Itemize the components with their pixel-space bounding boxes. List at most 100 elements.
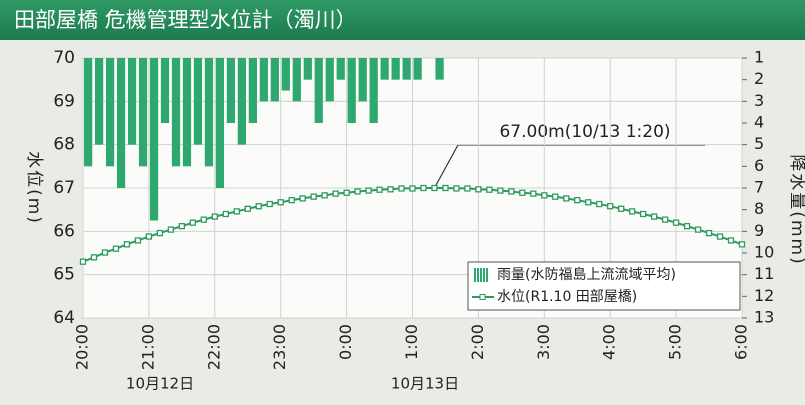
title-bar: 田部屋橋 危機管理型水位計（濁川）: [0, 0, 805, 40]
y2-tick-label: 9: [754, 221, 764, 240]
level-point: [123, 241, 131, 248]
level-point: [475, 186, 482, 193]
level-point: [585, 199, 592, 206]
level-point: [453, 185, 460, 192]
y2-tick-label: 1: [754, 48, 764, 67]
rain-bar: [116, 58, 126, 188]
level-point: [233, 208, 240, 215]
x-tick-label: 4:00: [600, 324, 619, 360]
level-point: [541, 192, 548, 199]
level-point: [442, 184, 449, 192]
level-point: [705, 229, 713, 237]
level-point: [398, 185, 405, 192]
level-point: [222, 210, 229, 218]
rain-bar: [413, 58, 422, 80]
x-tick-label: 22:00: [204, 324, 223, 370]
level-point: [716, 233, 724, 240]
rain-bar: [391, 58, 400, 80]
legend-label: 水位(R1.10 田部屋橋): [497, 289, 637, 305]
level-point: [299, 195, 306, 202]
level-point: [321, 192, 328, 199]
level-point: [167, 226, 175, 233]
x-tick-label: 0:00: [336, 324, 355, 360]
rain-bar: [84, 58, 93, 167]
level-point: [563, 195, 570, 202]
rain-bar: [182, 58, 192, 167]
rain-bar: [292, 58, 301, 102]
y2-tick-label: 11: [754, 264, 774, 283]
date-label: 10月12日: [126, 375, 194, 393]
level-point: [112, 245, 120, 252]
level-point: [387, 186, 394, 193]
level-point: [101, 249, 109, 256]
rain-bar: [270, 58, 279, 102]
level-point: [343, 189, 350, 196]
legend-swatch: [486, 268, 488, 282]
y-tick-label: 67: [53, 178, 75, 198]
level-point: [255, 203, 262, 210]
x-tick-label: 1:00: [402, 324, 421, 360]
rain-bar: [226, 58, 236, 123]
rain-bar: [215, 58, 225, 188]
rain-bar: [204, 58, 214, 167]
y-tick-label: 64: [53, 308, 75, 328]
rain-bar: [336, 58, 345, 80]
y2-tick-label: 5: [754, 134, 764, 153]
level-point: [508, 188, 515, 195]
level-point: [629, 208, 636, 215]
level-point: [376, 186, 383, 193]
rain-bar: [171, 58, 181, 167]
level-point: [420, 184, 427, 192]
rain-bar: [402, 58, 411, 80]
level-point: [288, 196, 295, 204]
level-point: [596, 200, 603, 208]
rain-bar: [127, 58, 137, 145]
legend-swatch: [474, 268, 476, 282]
rain-bar: [94, 58, 104, 145]
y-tick-label: 68: [53, 135, 75, 155]
legend-box: [467, 261, 741, 311]
level-point: [277, 199, 284, 206]
rain-bar: [248, 58, 257, 123]
rain-bar: [237, 58, 247, 145]
y2-axis-label: 降水量(mm): [787, 154, 805, 265]
level-point: [431, 184, 438, 192]
rain-bar: [105, 58, 115, 167]
x-tick-label: 6:00: [732, 324, 751, 360]
rain-bar: [259, 58, 268, 102]
legend-swatch: [480, 268, 482, 282]
rain-bar: [435, 58, 444, 80]
level-point: [200, 216, 207, 223]
rain-bar: [160, 58, 170, 123]
legend-swatch: [483, 268, 485, 282]
y2-tick-label: 7: [754, 178, 764, 197]
x-tick-label: 5:00: [666, 324, 685, 360]
x-tick-label: 20:00: [73, 324, 92, 370]
level-point: [90, 254, 98, 261]
level-point: [310, 193, 317, 200]
y-axis-label: 水位(m): [24, 151, 44, 225]
level-point: [178, 222, 186, 230]
level-point: [332, 190, 339, 197]
rain-bar: [325, 58, 334, 102]
x-tick-label: 23:00: [270, 324, 289, 370]
y2-tick-label: 10: [754, 243, 774, 262]
level-point: [145, 233, 153, 240]
level-point: [409, 185, 416, 192]
level-point: [497, 187, 504, 194]
level-point: [79, 258, 87, 265]
rain-bar: [347, 58, 356, 123]
rain-bar: [281, 58, 290, 91]
level-point: [266, 200, 273, 208]
y-tick-label: 66: [53, 221, 75, 241]
y2-tick-label: 4: [754, 113, 764, 132]
x-tick-label: 2:00: [468, 324, 487, 360]
level-point: [683, 222, 691, 230]
rain-bar: [380, 58, 389, 80]
rain-bar: [358, 58, 367, 102]
rain-bar: [303, 58, 312, 80]
level-point: [189, 219, 196, 226]
annotation: 67.00m(10/13 1:20): [499, 122, 670, 142]
rain-bar: [369, 58, 378, 123]
